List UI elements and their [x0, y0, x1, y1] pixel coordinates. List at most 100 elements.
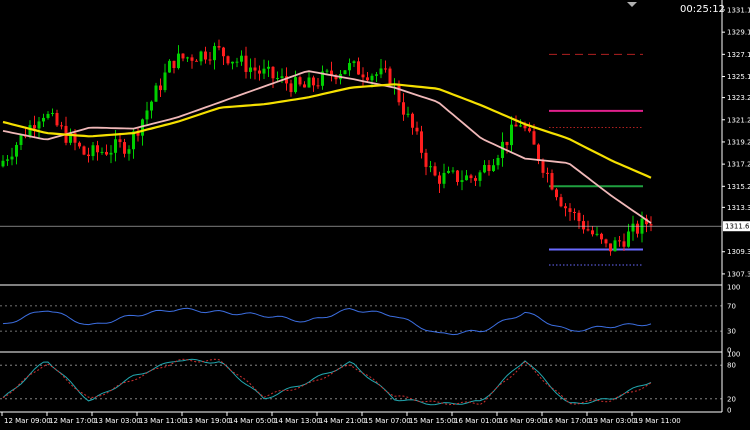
- price-axis[interactable]: 1331.10 1329.10 1327.10 1325.10 1323.20 1321.…: [722, 6, 750, 278]
- candle-bull: [343, 70, 347, 75]
- candle-bull: [262, 68, 266, 74]
- price-tick-label: 1309.30: [727, 248, 750, 256]
- time-tick-label: 15 Mar 15:00: [409, 417, 456, 425]
- candle-bear: [649, 224, 653, 226]
- candle-bear: [469, 175, 473, 179]
- candle-bull: [442, 172, 446, 184]
- price-panel[interactable]: [1, 39, 653, 266]
- candle-bear: [258, 70, 261, 74]
- candle-bear: [60, 125, 63, 127]
- candle-bull: [199, 51, 203, 62]
- price-tick-label: 1323.20: [727, 94, 750, 102]
- candle-bull: [595, 233, 599, 235]
- time-tick-label: 14 Mar 05:00: [229, 417, 276, 425]
- candle-bull: [631, 223, 635, 232]
- candle-bear: [208, 59, 212, 61]
- candle-bull: [1, 160, 5, 167]
- price-tick-label: 1315.20: [727, 183, 750, 191]
- candle-bull: [10, 156, 14, 160]
- candle-bull: [150, 101, 153, 111]
- candle-bull: [465, 175, 468, 181]
- time-tick-label: 12 Mar 17:00: [49, 417, 96, 425]
- slow-ma-line: [2, 83, 652, 179]
- candle-bear: [402, 102, 405, 115]
- candle-bull: [496, 157, 500, 166]
- candle-bear: [123, 142, 126, 154]
- rsi-line-line: [2, 307, 652, 336]
- candle-bull: [280, 76, 284, 78]
- candle-bear: [316, 85, 320, 87]
- candle-bear: [195, 60, 198, 62]
- candle-bull: [406, 113, 410, 115]
- time-tick-label: 14 Mar 13:00: [274, 417, 321, 425]
- candle-bull: [240, 55, 243, 62]
- stochastic-panel[interactable]: [0, 358, 722, 406]
- candle-bull: [15, 144, 18, 157]
- current-price-box: [723, 221, 750, 232]
- candle-bear: [136, 131, 140, 136]
- candle-bull: [321, 71, 324, 86]
- candle-bear: [96, 145, 99, 153]
- candle-bear: [159, 85, 162, 91]
- current-price-label: 1311.60: [725, 223, 750, 231]
- candle-bull: [501, 141, 504, 158]
- candle-bear: [289, 83, 293, 93]
- candle-bull: [28, 125, 32, 137]
- candle-bull: [510, 124, 513, 146]
- time-tick-label: 13 Mar 11:00: [139, 417, 186, 425]
- price-tick-label: 1313.30: [727, 204, 750, 212]
- candle-bear: [357, 61, 360, 75]
- candle-bear: [577, 212, 581, 222]
- candle-bull: [478, 172, 482, 181]
- candle-bear: [222, 47, 225, 57]
- candle-bear: [636, 223, 639, 234]
- candle-bear: [424, 152, 428, 167]
- oscillator-tick-label: 70: [727, 302, 736, 310]
- time-tick-label: 15 Mar 07:00: [364, 417, 411, 425]
- candle-bear: [568, 208, 572, 212]
- rsi-panel[interactable]: [0, 305, 722, 336]
- candle-bull: [141, 119, 144, 136]
- fast-ma-line: [2, 70, 652, 224]
- candle-bear: [253, 67, 257, 71]
- candle-bear: [456, 170, 459, 182]
- candle-bull: [307, 77, 311, 88]
- time-tick-label: 16 Mar 01:00: [454, 417, 501, 425]
- candle-bear: [600, 233, 603, 240]
- candle-bear: [285, 76, 288, 84]
- candle-bear: [564, 206, 567, 209]
- candle-bull: [267, 66, 270, 69]
- chart-shift-marker-icon[interactable]: [627, 2, 637, 7]
- candle-bear: [438, 175, 441, 184]
- candle-bear: [537, 144, 540, 161]
- candle-bull: [132, 131, 135, 150]
- candle-bull: [163, 72, 167, 91]
- candle-bull: [375, 74, 378, 76]
- candle-bear: [645, 218, 648, 225]
- candle-bear: [334, 75, 338, 80]
- candle-bear: [523, 125, 527, 129]
- candle-bull: [168, 60, 171, 73]
- candle-bear: [397, 83, 401, 103]
- candle-bear: [514, 124, 518, 127]
- candle-bull: [429, 166, 432, 168]
- candle-bull: [294, 77, 297, 93]
- candle-bull: [483, 165, 486, 173]
- candle-bear: [573, 211, 576, 213]
- candle-bear: [33, 125, 36, 129]
- candle-bear: [582, 221, 585, 230]
- candle-bull: [127, 149, 131, 154]
- candle-bull: [235, 61, 239, 63]
- time-tick-label: 13 Mar 19:00: [184, 417, 231, 425]
- candle-bear: [105, 151, 108, 155]
- candle-bull: [352, 61, 356, 64]
- stochastic-axis: 100 80 20 0: [727, 351, 740, 415]
- oscillator-tick-label: 80: [727, 362, 736, 370]
- candle-bear: [87, 154, 90, 157]
- candle-bear: [366, 77, 369, 81]
- candle-bear: [604, 239, 608, 244]
- candle-bull: [213, 46, 216, 61]
- candle-bull: [627, 231, 630, 247]
- candle-bull: [91, 145, 95, 157]
